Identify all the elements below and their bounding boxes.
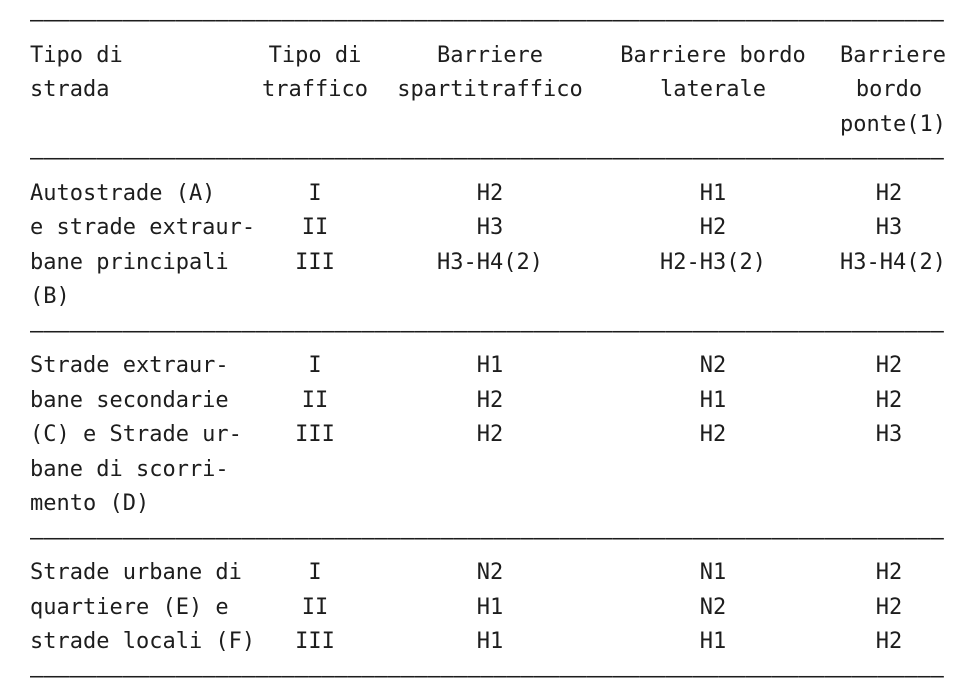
cell-traffic: II xyxy=(301,594,329,620)
separator-section-2: ––––––––––––––––––––––––––––––––––––––––… xyxy=(30,525,944,551)
cell-road-line: quartiere (E) e xyxy=(30,594,229,620)
cell-bordo-laterale: N2 xyxy=(699,353,727,378)
cell-spartitraffico: H1 xyxy=(476,353,504,378)
cell-spartitraffico: H2 xyxy=(476,180,504,206)
cell-road-line: Strade extraur- xyxy=(30,353,229,378)
section1-row-4: (B) xyxy=(30,280,938,315)
header-traffic-line1: Tipo di xyxy=(268,42,362,68)
cell-traffic: I xyxy=(308,180,322,206)
cell-spartitraffico: H2 xyxy=(476,422,504,447)
cell-bordo-ponte: H2 xyxy=(875,180,903,206)
header-traffic-line3 xyxy=(236,108,394,143)
cell-bordo-ponte: H2 xyxy=(875,594,903,620)
header-bridge-edge-line2: bordo xyxy=(855,77,923,102)
section3-row-3: strade locali (F) III H1 H1 H2 xyxy=(30,625,938,660)
cell-traffic: II xyxy=(301,215,329,240)
cell-traffic xyxy=(236,280,394,315)
cell-road-line: Strade urbane di xyxy=(30,560,242,585)
section3-row-2: quartiere (E) e II H1 N2 H2 xyxy=(30,591,938,626)
cell-road-line: strade locali (F) xyxy=(30,629,256,654)
cell-road-line: Autostrade (A) xyxy=(30,180,216,206)
section2-row-3: (C) e Strade ur- III H2 H2 H3 xyxy=(30,418,938,453)
header-lateral-edge-line3 xyxy=(586,108,840,143)
cell-bordo-laterale: N1 xyxy=(699,560,727,585)
cell-traffic xyxy=(236,487,394,522)
cell-bordo-laterale: N2 xyxy=(699,594,727,620)
cell-bordo-ponte: H2 xyxy=(875,629,903,654)
header-bridge-edge-line1: Barriere xyxy=(840,42,946,68)
header-lateral-edge-line2: laterale xyxy=(660,77,766,102)
header-row-1: Tipo di Tipo di Barriere Barriere bordo … xyxy=(30,39,946,74)
header-lateral-edge-line1: Barriere bordo xyxy=(620,42,806,68)
separator-section-1: ––––––––––––––––––––––––––––––––––––––––… xyxy=(30,318,944,344)
cell-bordo-ponte: H3 xyxy=(875,215,903,240)
cell-spartitraffico: H3-H4(2) xyxy=(437,249,543,275)
cell-road-line: (C) e Strade ur- xyxy=(30,422,242,447)
cell-bordo-ponte: H2 xyxy=(875,560,903,585)
cell-traffic: I xyxy=(308,353,322,378)
cell-traffic: I xyxy=(308,560,322,585)
header-median-barriers-line3 xyxy=(394,108,586,143)
separator-top: ––––––––––––––––––––––––––––––––––––––––… xyxy=(30,8,944,33)
section2-row-1: Strade extraur- I H1 N2 H2 xyxy=(30,349,938,384)
cell-bordo-ponte xyxy=(840,487,938,522)
cell-spartitraffico xyxy=(394,453,586,488)
cell-bordo-laterale: H2 xyxy=(699,215,727,240)
cell-traffic xyxy=(236,453,394,488)
header-traffic-line2: traffico xyxy=(262,77,368,102)
cell-road-line: bane di scorri- xyxy=(30,456,229,482)
cell-bordo-ponte: H2 xyxy=(875,353,903,378)
section2-row-4: bane di scorri- xyxy=(30,453,938,488)
section2-row-5: mento (D) xyxy=(30,487,938,522)
cell-spartitraffico xyxy=(394,280,586,315)
cell-bordo-ponte xyxy=(840,280,938,315)
cell-bordo-laterale xyxy=(586,280,840,315)
cell-road-line: mento (D) xyxy=(30,491,150,516)
cell-bordo-laterale: H1 xyxy=(699,629,727,654)
header-road-type-line2: strada xyxy=(30,77,110,102)
section1-row-2: e strade extraur- II H3 H2 H3 xyxy=(30,211,938,246)
cell-bordo-ponte: H3 xyxy=(875,422,903,447)
cell-bordo-laterale: H1 xyxy=(699,180,727,206)
header-row-3: ponte(1) xyxy=(30,108,946,143)
separator-bottom: ––––––––––––––––––––––––––––––––––––––––… xyxy=(30,663,944,689)
cell-traffic: II xyxy=(301,387,329,413)
cell-bordo-laterale: H1 xyxy=(699,387,727,413)
cell-road-line: bane secondarie xyxy=(30,387,229,413)
header-row-2: strada traffico spartitraffico laterale … xyxy=(30,73,938,108)
cell-bordo-ponte: H3-H4(2) xyxy=(840,249,946,275)
section3-row-1: Strade urbane di I N2 N1 H2 xyxy=(30,556,938,591)
cell-bordo-laterale: H2-H3(2) xyxy=(660,249,766,275)
cell-spartitraffico: H3 xyxy=(476,215,504,240)
cell-spartitraffico: H2 xyxy=(476,387,504,413)
section1-row-1: Autostrade (A) I H2 H1 H2 xyxy=(30,177,938,212)
section2-row-2: bane secondarie II H2 H1 H2 xyxy=(30,384,938,419)
cell-bordo-ponte xyxy=(840,453,938,488)
cell-bordo-laterale xyxy=(586,453,840,488)
section1-row-3: bane principali III H3-H4(2) H2-H3(2) H3… xyxy=(30,246,946,281)
header-median-barriers-line2: spartitraffico xyxy=(397,77,583,102)
cell-traffic: III xyxy=(295,629,335,654)
separator-after-header: ––––––––––––––––––––––––––––––––––––––––… xyxy=(30,146,944,171)
header-road-type-line1: Tipo di xyxy=(30,42,123,68)
cell-traffic: III xyxy=(295,422,335,447)
cell-bordo-laterale: H2 xyxy=(699,422,727,447)
cell-spartitraffico: H1 xyxy=(476,594,504,620)
cell-traffic: III xyxy=(295,249,335,275)
cell-road-line: (B) xyxy=(30,284,70,309)
cell-bordo-laterale xyxy=(586,487,840,522)
cell-road-line: bane principali xyxy=(30,249,229,275)
cell-spartitraffico xyxy=(394,487,586,522)
header-median-barriers-line1: Barriere xyxy=(437,42,543,68)
cell-spartitraffico: H1 xyxy=(476,629,504,654)
cell-spartitraffico: N2 xyxy=(476,560,504,585)
header-bridge-edge-line3: ponte(1) xyxy=(840,111,946,137)
cell-bordo-ponte: H2 xyxy=(875,387,903,413)
header-road-type-line3 xyxy=(30,108,236,143)
cell-road-line: e strade extraur- xyxy=(30,215,256,240)
